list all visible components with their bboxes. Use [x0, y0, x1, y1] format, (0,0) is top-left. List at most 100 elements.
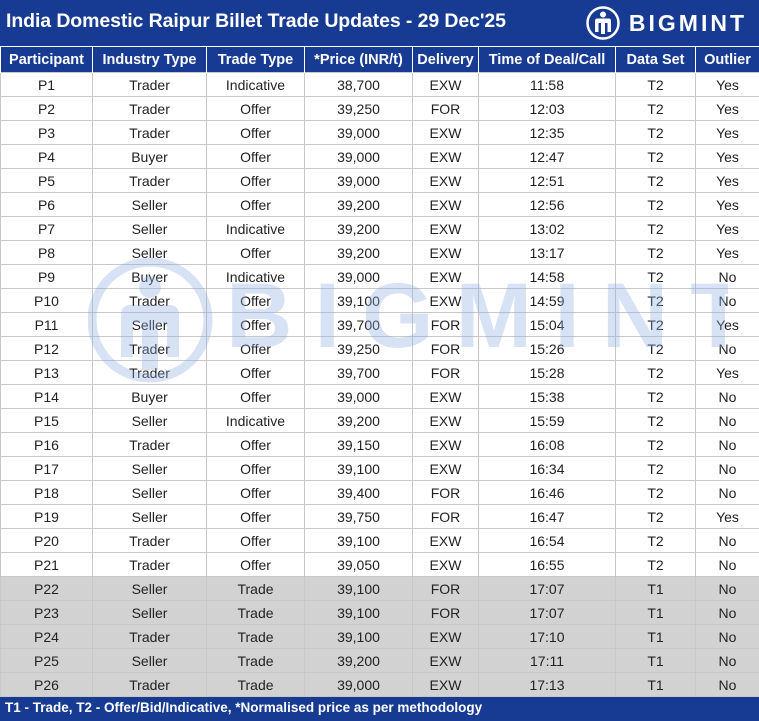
cell-data-set: T2: [615, 192, 696, 217]
cell-delivery: EXW: [412, 624, 479, 649]
report-title: India Domestic Raipur Billet Trade Updat…: [6, 10, 506, 32]
cell-trade-type: Indicative: [206, 408, 305, 433]
cell-data-set: T2: [615, 240, 696, 265]
cell-trade-type: Offer: [206, 96, 305, 121]
cell-price: 39,200: [304, 192, 413, 217]
cell-industry-type: Seller: [92, 648, 207, 673]
cell-data-set: T2: [615, 552, 696, 577]
cell-outlier: Yes: [695, 96, 759, 121]
cell-price: 39,000: [304, 144, 413, 169]
cell-data-set: T2: [615, 168, 696, 193]
cell-outlier: No: [695, 408, 759, 433]
cell-price: 39,100: [304, 624, 413, 649]
cell-participant: P24: [0, 624, 93, 649]
cell-data-set: T2: [615, 336, 696, 361]
cell-delivery: EXW: [412, 432, 479, 457]
cell-industry-type: Buyer: [92, 264, 207, 289]
cell-data-set: T1: [615, 624, 696, 649]
cell-trade-type: Offer: [206, 288, 305, 313]
cell-outlier: No: [695, 480, 759, 505]
cell-outlier: Yes: [695, 120, 759, 145]
cell-outlier: No: [695, 576, 759, 601]
table-row: P11 Seller Offer 39,700 FOR 15:04 T2 Yes: [0, 312, 759, 337]
cell-data-set: T2: [615, 312, 696, 337]
cell-industry-type: Seller: [92, 240, 207, 265]
cell-delivery: FOR: [412, 480, 479, 505]
cell-trade-type: Offer: [206, 336, 305, 361]
cell-time: 16:08: [478, 432, 616, 457]
cell-participant: P1: [0, 72, 93, 97]
cell-outlier: No: [695, 432, 759, 457]
cell-industry-type: Seller: [92, 192, 207, 217]
cell-outlier: Yes: [695, 504, 759, 529]
table-body: P1 Trader Indicative 38,700 EXW 11:58 T2 Yes P2 T…: [0, 72, 759, 697]
cell-delivery: EXW: [412, 648, 479, 673]
table-row: P17 Seller Offer 39,100 EXW 16:34 T2 No: [0, 456, 759, 481]
col-header-participant: Participant: [0, 46, 93, 73]
cell-industry-type: Trader: [92, 672, 207, 697]
cell-participant: P4: [0, 144, 93, 169]
cell-outlier: Yes: [695, 240, 759, 265]
bigmint-logo-text: BIGMINT: [628, 9, 747, 36]
col-header-industry-type: Industry Type: [92, 46, 207, 73]
cell-time: 15:04: [478, 312, 616, 337]
cell-data-set: T2: [615, 96, 696, 121]
cell-data-set: T2: [615, 120, 696, 145]
cell-time: 12:03: [478, 96, 616, 121]
col-header-outlier: Outlier: [695, 46, 759, 73]
cell-trade-type: Offer: [206, 168, 305, 193]
report-header: India Domestic Raipur Billet Trade Updat…: [0, 0, 759, 46]
cell-price: 39,100: [304, 456, 413, 481]
cell-time: 12:56: [478, 192, 616, 217]
table-row: P4 Buyer Offer 39,000 EXW 12:47 T2 Yes: [0, 144, 759, 169]
cell-price: 39,200: [304, 216, 413, 241]
cell-outlier: No: [695, 552, 759, 577]
cell-time: 17:13: [478, 672, 616, 697]
cell-outlier: No: [695, 336, 759, 361]
cell-participant: P11: [0, 312, 93, 337]
cell-data-set: T2: [615, 408, 696, 433]
cell-industry-type: Seller: [92, 456, 207, 481]
cell-time: 15:59: [478, 408, 616, 433]
cell-delivery: FOR: [412, 600, 479, 625]
cell-time: 12:51: [478, 168, 616, 193]
cell-time: 16:54: [478, 528, 616, 553]
cell-delivery: EXW: [412, 72, 479, 97]
cell-time: 12:47: [478, 144, 616, 169]
cell-participant: P22: [0, 576, 93, 601]
table-row: P12 Trader Offer 39,250 FOR 15:26 T2 No: [0, 336, 759, 361]
cell-delivery: EXW: [412, 120, 479, 145]
bigmint-logo-icon: [586, 6, 620, 40]
table-row: P6 Seller Offer 39,200 EXW 12:56 T2 Yes: [0, 192, 759, 217]
cell-time: 14:58: [478, 264, 616, 289]
cell-participant: P8: [0, 240, 93, 265]
cell-outlier: Yes: [695, 312, 759, 337]
cell-data-set: T2: [615, 456, 696, 481]
bigmint-logo: BIGMINT: [585, 6, 747, 40]
cell-time: 16:47: [478, 504, 616, 529]
cell-delivery: EXW: [412, 288, 479, 313]
cell-delivery: EXW: [412, 216, 479, 241]
cell-price: 38,700: [304, 72, 413, 97]
cell-time: 16:55: [478, 552, 616, 577]
cell-data-set: T1: [615, 576, 696, 601]
cell-time: 15:26: [478, 336, 616, 361]
cell-delivery: EXW: [412, 552, 479, 577]
cell-participant: P19: [0, 504, 93, 529]
cell-price: 39,700: [304, 312, 413, 337]
cell-time: 14:59: [478, 288, 616, 313]
table-row: P26 Trader Trade 39,000 EXW 17:13 T1 No: [0, 672, 759, 697]
cell-data-set: T2: [615, 504, 696, 529]
cell-time: 11:58: [478, 72, 616, 97]
cell-participant: P25: [0, 648, 93, 673]
cell-outlier: Yes: [695, 72, 759, 97]
cell-participant: P7: [0, 216, 93, 241]
cell-trade-type: Offer: [206, 192, 305, 217]
cell-time: 16:46: [478, 480, 616, 505]
cell-delivery: EXW: [412, 408, 479, 433]
cell-time: 13:02: [478, 216, 616, 241]
cell-price: 39,000: [304, 384, 413, 409]
cell-industry-type: Trader: [92, 360, 207, 385]
cell-trade-type: Trade: [206, 648, 305, 673]
col-header-data-set: Data Set: [615, 46, 696, 73]
